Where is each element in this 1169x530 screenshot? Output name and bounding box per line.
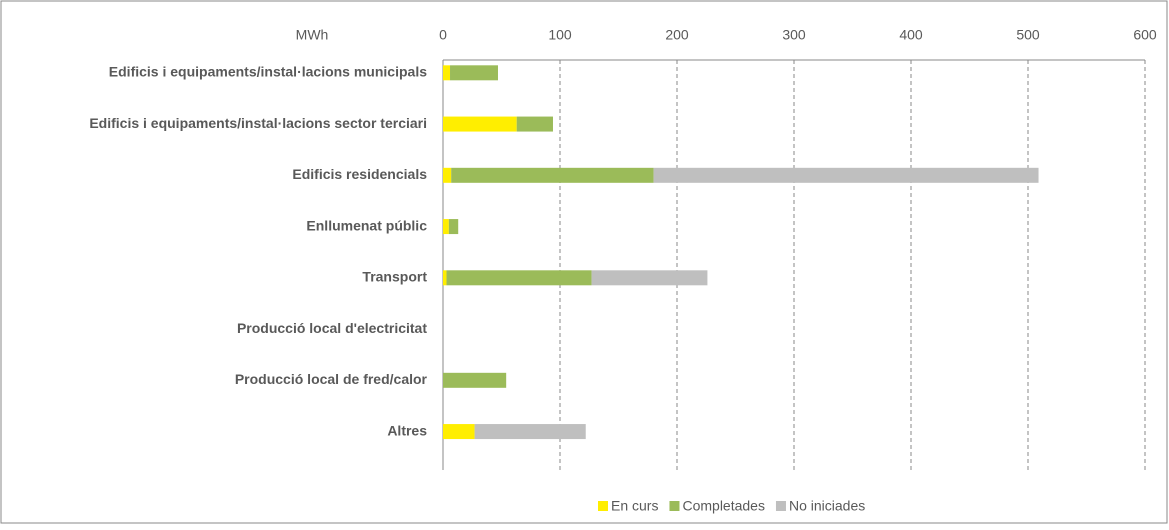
x-tick-label: 100 xyxy=(548,27,572,43)
y-tick-label: Transport xyxy=(362,269,427,285)
bar-segment xyxy=(516,116,553,132)
x-tick-label: 500 xyxy=(1016,27,1040,43)
x-tick-label: 400 xyxy=(899,27,923,43)
bar-segment xyxy=(474,424,586,440)
bar-segment xyxy=(443,424,475,440)
x-tick-label: 300 xyxy=(782,27,806,43)
y-tick-label: Producció local d'electricitat xyxy=(237,320,427,336)
y-tick-label: Producció local de fred/calor xyxy=(235,371,428,387)
x-tick-label: 0 xyxy=(439,27,447,43)
legend-label: Completades xyxy=(682,498,765,514)
bar-segment xyxy=(448,219,459,235)
legend-swatch xyxy=(669,501,680,511)
legend-swatch xyxy=(598,501,608,511)
x-tick-label: 200 xyxy=(665,27,689,43)
y-tick-label: Enllumenat públic xyxy=(306,217,427,233)
bar-segment xyxy=(443,372,507,388)
bar-segment xyxy=(443,219,449,235)
bar-segment xyxy=(443,65,451,81)
bar-segment xyxy=(443,167,452,183)
legend-label: En curs xyxy=(611,498,658,514)
bar-segment xyxy=(443,116,517,132)
x-axis-label: MWh xyxy=(296,27,329,43)
y-tick-label: Edificis i equipaments/instal·lacions se… xyxy=(89,115,427,131)
x-tick-label: 600 xyxy=(1133,27,1157,43)
legend-swatch xyxy=(775,501,786,511)
y-tick-label: Altres xyxy=(387,422,427,438)
bar-segment xyxy=(451,167,654,183)
y-tick-label: Edificis residencials xyxy=(292,166,427,182)
bar-segment xyxy=(450,65,498,81)
bar-segment xyxy=(443,270,447,286)
bar-segment xyxy=(591,270,708,286)
legend-label: No iniciades xyxy=(789,498,865,514)
bar-segment xyxy=(446,270,592,286)
bar-segment xyxy=(653,167,1039,183)
y-tick-label: Edificis i equipaments/instal·lacions mu… xyxy=(109,64,427,80)
